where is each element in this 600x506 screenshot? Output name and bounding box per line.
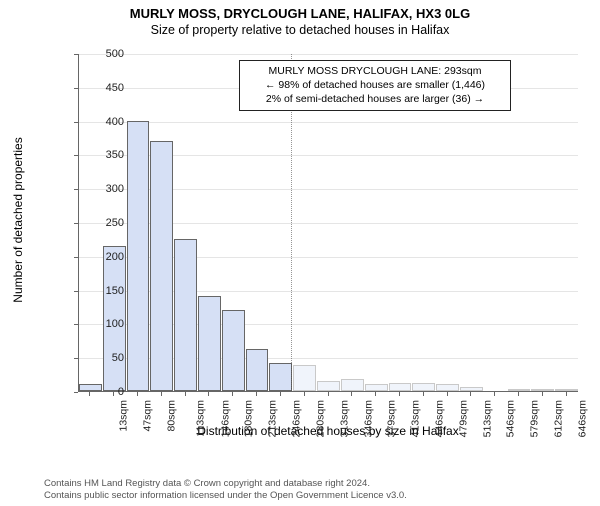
- x-tick-mark: [256, 392, 257, 396]
- x-tick-label: 612sqm: [552, 400, 564, 437]
- histogram-bar: [531, 389, 554, 391]
- x-tick-label: 513sqm: [481, 400, 493, 437]
- x-tick-mark: [470, 392, 471, 396]
- footer-line2: Contains public sector information licen…: [44, 490, 407, 502]
- x-tick-label: 246sqm: [290, 400, 302, 437]
- x-tick-label: 346sqm: [362, 400, 374, 437]
- x-tick-label: 579sqm: [529, 400, 541, 437]
- y-tick-mark: [74, 88, 78, 89]
- y-tick-label: 500: [84, 48, 124, 60]
- annotation-box: MURLY MOSS DRYCLOUGH LANE: 293sqm ← 98% …: [239, 60, 511, 111]
- y-tick-mark: [74, 155, 78, 156]
- x-tick-mark: [232, 392, 233, 396]
- y-tick-label: 450: [84, 82, 124, 94]
- y-tick-mark: [74, 324, 78, 325]
- x-tick-mark: [208, 392, 209, 396]
- y-tick-label: 400: [84, 116, 124, 128]
- x-tick-label: 180sqm: [243, 400, 255, 437]
- x-tick-mark: [280, 392, 281, 396]
- x-tick-label: 80sqm: [166, 400, 178, 432]
- histogram-bar: [269, 363, 292, 391]
- histogram-bar: [317, 381, 340, 391]
- histogram-bar: [198, 296, 221, 391]
- histogram-bar: [555, 389, 578, 391]
- x-tick-mark: [399, 392, 400, 396]
- annotation-line2: ← 98% of detached houses are smaller (1,…: [246, 78, 504, 92]
- annotation-line1: MURLY MOSS DRYCLOUGH LANE: 293sqm: [246, 64, 504, 78]
- histogram-bar: [150, 141, 173, 391]
- x-tick-mark: [566, 392, 567, 396]
- plot-area: MURLY MOSS DRYCLOUGH LANE: 293sqm ← 98% …: [78, 54, 578, 392]
- x-tick-label: 146sqm: [219, 400, 231, 437]
- chart-title: MURLY MOSS, DRYCLOUGH LANE, HALIFAX, HX3…: [0, 6, 600, 21]
- histogram-bar: [293, 365, 316, 391]
- y-tick-label: 150: [84, 285, 124, 297]
- y-tick-mark: [74, 189, 78, 190]
- x-tick-mark: [542, 392, 543, 396]
- x-tick-mark: [185, 392, 186, 396]
- y-tick-label: 50: [84, 352, 124, 364]
- x-tick-mark: [137, 392, 138, 396]
- y-tick-label: 350: [84, 149, 124, 161]
- x-tick-mark: [518, 392, 519, 396]
- x-tick-mark: [375, 392, 376, 396]
- histogram-bar: [508, 389, 531, 391]
- y-tick-mark: [74, 122, 78, 123]
- x-tick-label: 646sqm: [576, 400, 588, 437]
- histogram-bar: [436, 384, 459, 391]
- annotation-line3: 2% of semi-detached houses are larger (3…: [246, 92, 504, 106]
- y-tick-mark: [74, 257, 78, 258]
- x-tick-label: 413sqm: [409, 400, 421, 437]
- x-tick-label: 47sqm: [142, 400, 154, 432]
- x-tick-label: 313sqm: [338, 400, 350, 437]
- x-tick-label: 213sqm: [267, 400, 279, 437]
- x-tick-mark: [328, 392, 329, 396]
- x-tick-mark: [89, 392, 90, 396]
- y-tick-label: 200: [84, 251, 124, 263]
- x-tick-mark: [113, 392, 114, 396]
- x-tick-label: 546sqm: [505, 400, 517, 437]
- histogram-bar: [127, 121, 150, 391]
- x-tick-mark: [423, 392, 424, 396]
- x-tick-label: 280sqm: [314, 400, 326, 437]
- histogram-bar: [341, 379, 364, 391]
- x-tick-mark: [161, 392, 162, 396]
- histogram-bar: [412, 383, 435, 391]
- chart-subtitle: Size of property relative to detached ho…: [0, 23, 600, 37]
- grid-line: [79, 54, 578, 55]
- histogram-bar: [174, 239, 197, 391]
- y-tick-mark: [74, 392, 78, 393]
- x-tick-mark: [304, 392, 305, 396]
- x-tick-label: 479sqm: [457, 400, 469, 437]
- x-tick-mark: [447, 392, 448, 396]
- histogram-bar: [365, 384, 388, 391]
- y-tick-mark: [74, 223, 78, 224]
- grid-line: [79, 122, 578, 123]
- footer-line1: Contains HM Land Registry data © Crown c…: [44, 478, 407, 490]
- histogram-bar: [389, 383, 412, 391]
- y-tick-label: 100: [84, 318, 124, 330]
- x-tick-label: 113sqm: [194, 400, 206, 437]
- x-tick-mark: [351, 392, 352, 396]
- y-tick-label: 300: [84, 183, 124, 195]
- y-tick-mark: [74, 291, 78, 292]
- x-tick-mark: [494, 392, 495, 396]
- chart-container: Number of detached properties MURLY MOSS…: [30, 50, 582, 442]
- y-tick-label: 250: [84, 217, 124, 229]
- histogram-bar: [222, 310, 245, 391]
- footer-attribution: Contains HM Land Registry data © Crown c…: [44, 478, 407, 502]
- histogram-bar: [460, 387, 483, 391]
- x-tick-label: 13sqm: [118, 400, 130, 432]
- x-tick-label: 379sqm: [386, 400, 398, 437]
- histogram-bar: [246, 349, 269, 391]
- y-axis-label: Number of detached properties: [11, 137, 25, 302]
- y-tick-mark: [74, 358, 78, 359]
- y-tick-mark: [74, 54, 78, 55]
- x-tick-label: 446sqm: [433, 400, 445, 437]
